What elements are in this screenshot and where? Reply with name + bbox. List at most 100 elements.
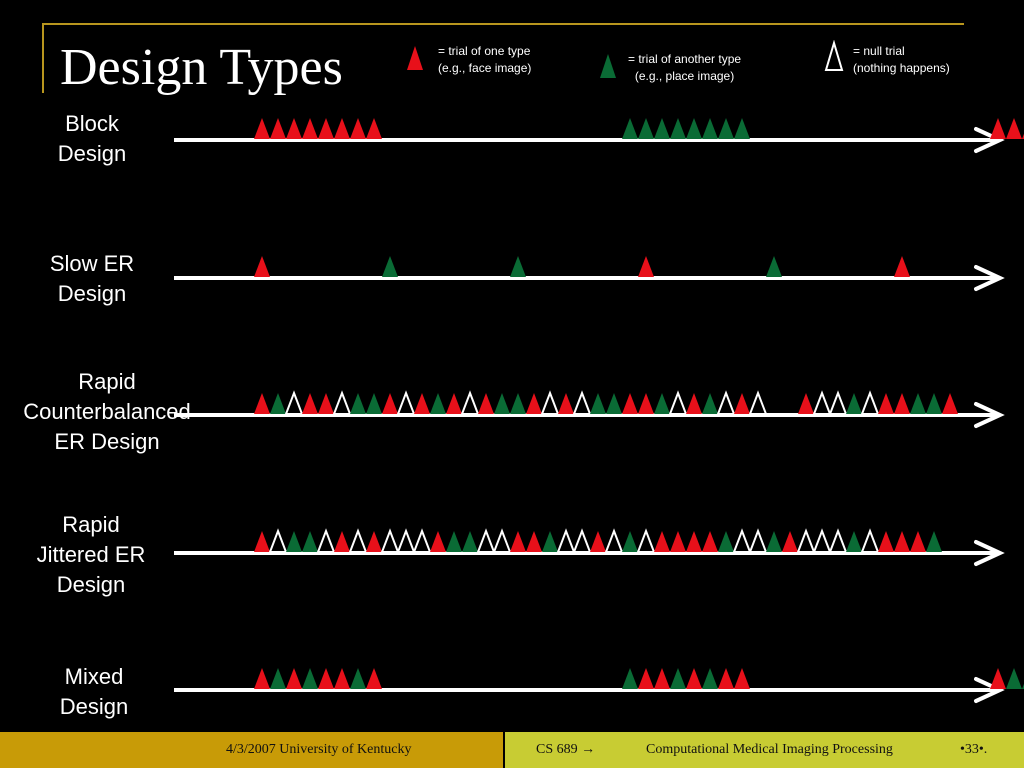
- null-trial-marker: [412, 528, 432, 553]
- arrowhead-icon: [974, 265, 1005, 291]
- footer-right-bar: [505, 732, 1024, 768]
- red-trial-marker: [638, 668, 654, 689]
- red-trial-marker: [782, 531, 798, 552]
- row-label-rapid-jittered: Rapid Jittered ER Design: [36, 512, 146, 597]
- timeline-row-rapid-jittered: [174, 528, 1005, 566]
- legend-label: = null trial: [853, 44, 905, 58]
- row-label-block: Block Design: [57, 111, 127, 166]
- red-trial-marker: [894, 256, 910, 277]
- green-trial-marker: [270, 668, 286, 689]
- red-trial-marker: [638, 393, 654, 414]
- red-trial-marker: [894, 531, 910, 552]
- red-trial-marker: [894, 393, 910, 414]
- red-trial-marker: [382, 393, 398, 414]
- green-trial-marker: [926, 393, 942, 414]
- null-trial-marker: [716, 390, 736, 415]
- legend-item-null: = null trial (nothing happens): [853, 43, 950, 77]
- null-trial-marker: [284, 390, 304, 415]
- footer-course-title: Computational Medical Imaging Processing: [646, 742, 893, 757]
- red-trial-marker: [718, 668, 734, 689]
- null-trial-marker: [604, 528, 624, 553]
- red-trial-marker: [478, 393, 494, 414]
- green-trial-marker: [446, 531, 462, 552]
- null-trial-marker: [316, 528, 336, 553]
- null-trial-marker: [492, 528, 512, 553]
- red-trial-marker: [910, 531, 926, 552]
- red-trial-marker: [990, 668, 1006, 689]
- red-trial-marker: [590, 531, 606, 552]
- null-trial-marker: [828, 528, 848, 553]
- null-trial-marker: [380, 528, 400, 553]
- red-trial-marker: [254, 118, 270, 139]
- green-trial-marker: [846, 531, 862, 552]
- red-trial-marker: [334, 531, 350, 552]
- title-rule-top: [42, 23, 964, 25]
- green-trial-marker: [670, 118, 686, 139]
- red-trial-marker: [334, 118, 350, 139]
- null-trial-marker: [748, 390, 768, 415]
- row-label-mixed: Mixed Design: [59, 664, 129, 719]
- green-trial-marker: [382, 256, 398, 277]
- red-trial-marker: [702, 531, 718, 552]
- red-trial-marker: [686, 531, 702, 552]
- green-trial-marker: [606, 393, 622, 414]
- red-triangle-icon: [407, 46, 423, 70]
- footer-left-bar: [0, 732, 503, 768]
- green-trial-marker: [766, 531, 782, 552]
- red-trial-marker: [254, 668, 270, 689]
- legend-label: = trial of another type: [628, 52, 742, 66]
- null-trial-marker: [860, 390, 880, 415]
- green-trial-marker: [542, 531, 558, 552]
- red-trial-marker: [526, 393, 542, 414]
- red-trial-marker: [686, 393, 702, 414]
- green-trial-marker: [926, 531, 942, 552]
- null-trial-marker: [796, 528, 816, 553]
- red-trial-marker: [798, 393, 814, 414]
- green-trial-marker: [622, 668, 638, 689]
- red-trial-marker: [1006, 118, 1022, 139]
- null-trial-marker: [732, 528, 752, 553]
- red-trial-marker: [878, 393, 894, 414]
- legend-label: = trial of one type: [438, 44, 531, 58]
- green-trial-marker: [430, 393, 446, 414]
- red-trial-marker: [366, 118, 382, 139]
- green-trial-marker: [302, 531, 318, 552]
- green-trial-marker: [622, 531, 638, 552]
- title-rule-left: [42, 23, 44, 93]
- red-trial-marker: [654, 668, 670, 689]
- red-trial-marker: [414, 393, 430, 414]
- green-trial-marker: [686, 118, 702, 139]
- red-trial-marker: [318, 393, 334, 414]
- null-trial-marker: [268, 528, 288, 553]
- arrowhead-icon: [974, 540, 1005, 566]
- green-trial-marker: [462, 531, 478, 552]
- green-trial-marker: [494, 393, 510, 414]
- null-trial-marker: [748, 528, 768, 553]
- legend-item-red: = trial of one type (e.g., face image): [438, 43, 531, 77]
- null-trial-marker: [348, 528, 368, 553]
- red-trial-marker: [302, 393, 318, 414]
- red-trial-marker: [942, 393, 958, 414]
- arrowhead-icon: [974, 402, 1005, 428]
- red-trial-marker: [318, 668, 334, 689]
- red-trial-marker: [510, 531, 526, 552]
- timeline-diagram: [174, 118, 1024, 703]
- red-trial-marker: [270, 118, 286, 139]
- null-trial-marker: [812, 528, 832, 553]
- null-trial-marker: [460, 390, 480, 415]
- green-trial-marker: [622, 118, 638, 139]
- green-trial-marker: [590, 393, 606, 414]
- legend-note: (nothing happens): [853, 61, 950, 75]
- red-trial-marker: [302, 118, 318, 139]
- red-trial-marker: [254, 393, 270, 414]
- green-trial-marker: [718, 118, 734, 139]
- green-trial-marker: [766, 256, 782, 277]
- null-trial-marker: [572, 528, 592, 553]
- null-trial-marker: [476, 528, 496, 553]
- red-trial-marker: [526, 531, 542, 552]
- null-trial-marker: [572, 390, 592, 415]
- red-trial-marker: [990, 118, 1006, 139]
- null-trial-marker: [396, 528, 416, 553]
- timeline-row-mixed: [174, 668, 1024, 703]
- legend-note: (e.g., face image): [438, 61, 532, 75]
